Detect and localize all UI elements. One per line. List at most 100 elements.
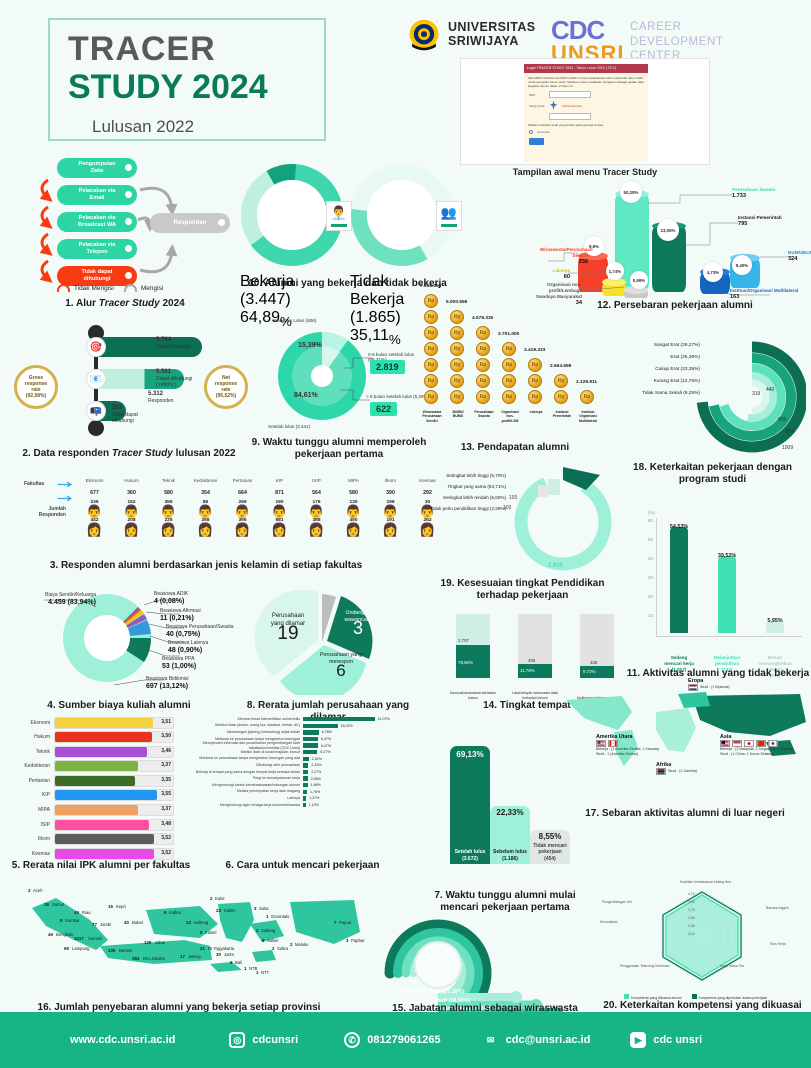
s17-afrika-flags: Studi : (2 Gambia)	[656, 768, 697, 775]
section-15-caption: 15. Jabatan alumni sebagai wiraswasta	[392, 1003, 578, 1014]
s9-cap-l1: 9. Waktu tunggu alumni memperoleh	[251, 437, 427, 448]
s16-province-name: Jatim	[224, 952, 235, 957]
s12-label-wiraswasta-value: 338	[578, 259, 588, 265]
s3-faculty-female: 208	[127, 518, 136, 523]
s19-value-2: 193	[509, 495, 518, 501]
s11-bar-1	[718, 556, 736, 633]
rupiah-coin-icon: Rp	[424, 294, 438, 308]
s6-row-bar	[303, 750, 318, 755]
s13-label-l2: Pemerintah	[552, 414, 572, 419]
s18-value-0: 1009	[782, 445, 794, 451]
login-refresh-link[interactable]: Ambil kode baru	[562, 103, 583, 108]
footer-email[interactable]: ✉ cdc@unsri.ac.id	[483, 1032, 590, 1048]
s12-label-bumn-name: BUMN/BUMD	[788, 250, 811, 255]
s7-bar-0-pct: 69,13%	[456, 750, 484, 759]
flag-belanda-icon	[688, 684, 698, 691]
login-button[interactable]	[529, 138, 544, 145]
s5-bar-track: 3,35	[54, 774, 174, 787]
s14-col-2-pct: 9,72%	[583, 669, 596, 675]
s6-row: Membangun jejaring (networking) sejak ku…	[195, 729, 410, 736]
s6-row-bar	[303, 717, 375, 722]
s3-arrow-1-icon	[58, 482, 73, 487]
s9-inner-top-pct: 15,39%	[298, 342, 322, 349]
login-nim-input[interactable]	[549, 91, 591, 98]
s3-faculty-male: 176	[312, 500, 321, 505]
s18-legend-4: Tidak Sama Sekali (9,25%)	[642, 391, 700, 396]
s9-callout-0-value: 2.819	[370, 360, 405, 374]
flow-legend-no: Tidak Mengisi	[74, 284, 114, 292]
donut-tidak-bekerja-label: Tidak Bekerja	[350, 273, 405, 308]
cdc-tagline: CAREER DEVELOPMENT CENTER	[630, 20, 724, 64]
s6-row-value: 15,02%	[340, 723, 353, 728]
s13-column-label: BUMN/BUMD	[441, 410, 475, 419]
s12-label-multilateral: Institusi/Organisasi Multilateral 163	[730, 288, 811, 300]
footer-instagram[interactable]: ◎ cdcunsri	[229, 1032, 298, 1048]
s4-item-3-label: Beasiswa Perusahaan/Swasta	[166, 624, 234, 630]
s11-l1-3: (737)	[721, 667, 733, 672]
donut-tidak-bekerja-count: (1.865)	[350, 309, 401, 326]
title-line-2: STUDY 2024	[68, 68, 268, 106]
s14-label-0: Nasional/wiraswasta berbadan hukum	[449, 691, 497, 700]
s16-province-name: Sumsel	[88, 936, 102, 941]
s18-value-3: 440	[766, 387, 775, 393]
s7-bar-1-pct: 22,33%	[496, 808, 524, 817]
rupiah-coin-icon: Rp	[554, 390, 568, 404]
flow-step-3-l1: Pelacakan via	[78, 242, 116, 248]
s6-row: Dihubungi oleh perusahaan 2,33%	[195, 762, 410, 769]
s1-cap-italic: Tracer Study	[98, 298, 160, 309]
flow-step-0-l1: Pengumpulan	[78, 161, 116, 167]
login-remember-row[interactable]: remember	[524, 127, 648, 134]
s14-label-1: Lokal/wilayah wiraswasta tidak berbadan …	[511, 691, 559, 700]
s12-pct-bumn: 9,40%	[732, 255, 752, 275]
s16-province-name: Sumbar	[65, 918, 80, 923]
s6-row-name: Melamar ke perusahaan tanpa mengetahui l…	[199, 756, 300, 761]
s12-bar-lainnya-top	[602, 278, 626, 286]
footer-youtube[interactable]: ▶ cdc unsri	[630, 1032, 702, 1048]
s6-row-bar	[303, 743, 318, 748]
rupiah-coin-icon: Rp	[580, 390, 594, 404]
s12-label-nonprofit: Organisasi non-profit/Lembaga Swadaya Ma…	[530, 282, 582, 306]
s6-row-value: 1,37%	[309, 796, 320, 801]
s20-legend-1-label: Kompetensi yang diperlukan dalam pekerja…	[698, 996, 768, 1000]
s5-ipk-row: Pertanian 3,35	[6, 774, 196, 787]
s16-province-name: Lampung	[72, 946, 90, 951]
s18-cap-l1: 18. Keterkaitan pekerjaan dengan	[633, 462, 792, 473]
responden-label: Responden	[148, 397, 174, 404]
s9-callout-0-label: 0-6 bulan setelah lulus (66,31%)	[368, 352, 414, 362]
s11-l1-2: pendidikan	[714, 661, 740, 666]
youtube-icon: ▶	[630, 1032, 647, 1048]
s5-ipk-value: 3,37	[161, 806, 171, 813]
s4-item-0: Biaya Sendiri/Keluarga 4.459 (83,94%)	[16, 592, 96, 606]
s3-faculty-female: 442	[90, 518, 99, 523]
s8-slice-1-l1: Undangan	[345, 610, 371, 616]
whatsapp-icon: ✆	[344, 1032, 361, 1048]
s9-donut-svg	[278, 331, 366, 420]
s6-row-value: 2,27%	[311, 770, 322, 775]
remember-radio[interactable]	[529, 130, 533, 134]
s4-item-6: Beasiswa Bidikmisi 697 (13,12%)	[146, 676, 189, 690]
s7-cap-l2: mencari pekerjaan pertama	[440, 902, 570, 913]
s19-legend-3: Tidak perlu pendidikan tinggi (2,99%)	[430, 506, 506, 511]
s20-tick: 3,50	[688, 916, 695, 920]
university-line-1: UNIVERSITAS	[448, 20, 536, 34]
rupiah-coin-icon: Rp	[528, 374, 542, 388]
s11-tick: 10	[648, 613, 653, 618]
s1-cap-suffix: 2024	[159, 298, 185, 309]
s12-label-nonprofit-value: 34	[575, 300, 582, 306]
s3-faculty-female: 191	[386, 518, 395, 523]
s6-row-bar	[303, 796, 307, 801]
footer-whatsapp[interactable]: ✆ 081279061265	[344, 1032, 441, 1048]
s13-column-label: Institusi Organisasi Multilateral	[571, 410, 605, 423]
s20-legend: Kompetensi yang dikuasai alumni Kompeten…	[624, 994, 767, 1000]
flag-gambia-icon	[656, 768, 666, 775]
s18-rings-svg	[696, 341, 806, 453]
net-response-rate-badge: Net response rate (95,52%)	[204, 365, 248, 409]
s3-faculty-total: 354	[201, 490, 210, 496]
s5-faculty-name: Ekonomi	[30, 719, 50, 726]
login-code-input[interactable]	[549, 113, 591, 120]
footer-website[interactable]: www.cdc.unsri.ac.id	[70, 1034, 175, 1046]
s6-row-bar	[303, 736, 318, 742]
s17-region-eropa: Eropa Studi : (1 Bylanda)	[688, 678, 730, 691]
title-box: TRACER STUDY 2024 Lulusan 2022	[48, 18, 326, 141]
s17-world-svg	[566, 692, 806, 766]
